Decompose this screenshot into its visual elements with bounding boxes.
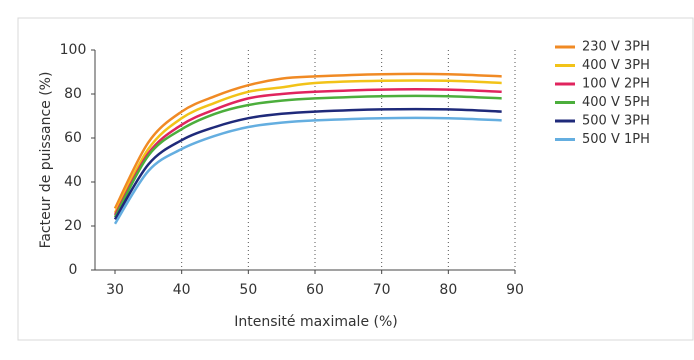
chart-frame (17, 17, 694, 341)
series-line (113, 116, 502, 225)
y-axis-label: Facteur de puissance (%) (38, 72, 54, 249)
y-tick-label: 40 (64, 174, 82, 190)
legend-label: 230 V 3PH (582, 40, 650, 55)
series-line (113, 79, 502, 214)
series-line (113, 94, 502, 218)
legend-label: 100 V 2PH (582, 77, 650, 92)
legend-label: 500 V 1PH (582, 132, 650, 147)
x-tick-label: 50 (239, 282, 257, 298)
x-tick-label: 70 (373, 282, 391, 298)
x-axis-label: Intensité maximale (%) (234, 314, 398, 330)
y-tick-label: 20 (64, 218, 82, 234)
series-line (113, 107, 502, 221)
x-tick-label: 40 (173, 282, 191, 298)
legend-label: 400 V 3PH (582, 58, 650, 73)
series-line (113, 72, 502, 209)
legend: 230 V 3PH 400 V 3PH 100 V 2PH 400 V 5PH 500 … (555, 40, 650, 147)
legend-label: 400 V 5PH (582, 95, 650, 110)
y-tick-label: 100 (60, 42, 87, 58)
x-tick-label: 30 (106, 282, 124, 298)
y-tick-label: 80 (64, 86, 82, 102)
legend-label: 500 V 3PH (582, 114, 650, 129)
series-line (113, 88, 502, 216)
x-tick-label: 90 (506, 282, 524, 298)
x-tick-label: 80 (439, 282, 457, 298)
y-tick-label: 0 (69, 262, 78, 278)
y-tick-label: 60 (64, 130, 82, 146)
x-tick-label: 60 (306, 282, 324, 298)
